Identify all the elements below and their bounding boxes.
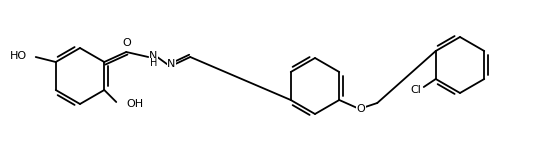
Text: Cl: Cl <box>410 85 421 95</box>
Text: N: N <box>149 51 157 61</box>
Text: OH: OH <box>126 99 144 109</box>
Text: N: N <box>167 59 176 69</box>
Text: H: H <box>150 58 157 68</box>
Text: O: O <box>123 38 132 48</box>
Text: O: O <box>357 104 366 114</box>
Text: HO: HO <box>10 51 27 61</box>
